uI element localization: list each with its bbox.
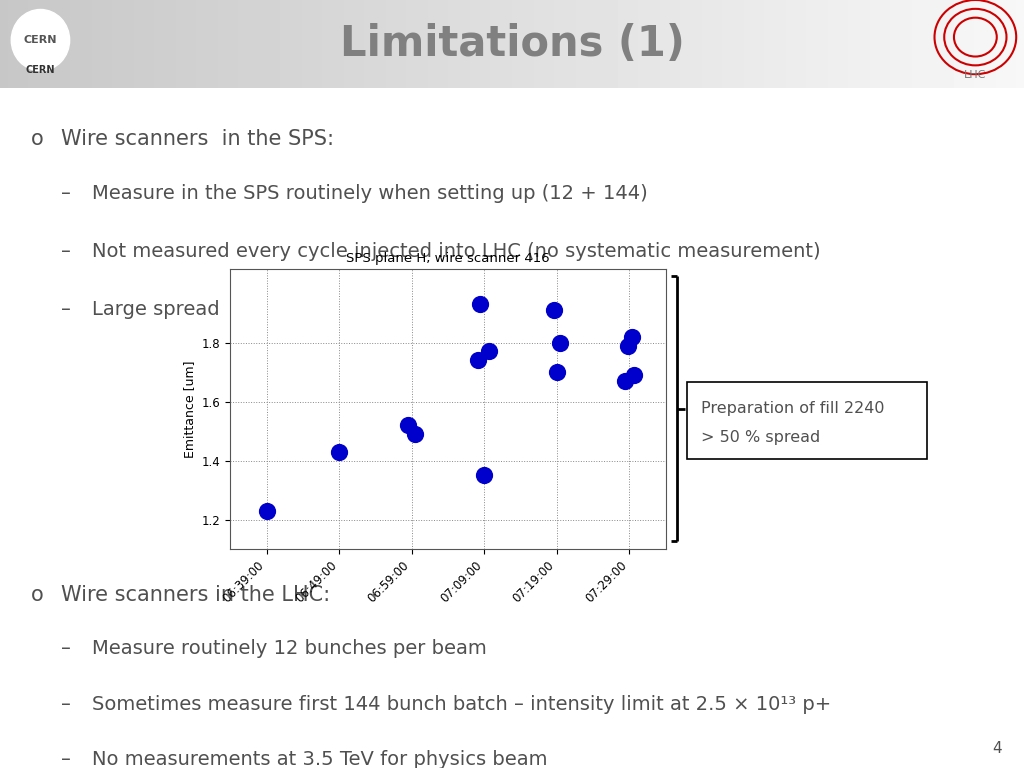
Point — [624, 330, 640, 343]
Text: > 50 % spread: > 50 % spread — [701, 430, 820, 445]
Text: –: – — [61, 184, 72, 204]
Text: Large spread: Large spread — [92, 300, 220, 319]
Text: Measure routinely 12 bunches per beam: Measure routinely 12 bunches per beam — [92, 640, 486, 658]
Point — [331, 445, 347, 458]
Text: Wire scanners in the LHC:: Wire scanners in the LHC: — [61, 585, 331, 605]
Text: Wire scanners  in the SPS:: Wire scanners in the SPS: — [61, 129, 335, 149]
Text: –: – — [61, 695, 72, 713]
Text: Preparation of fill 2240: Preparation of fill 2240 — [701, 402, 885, 416]
Text: Measure in the SPS routinely when setting up (12 + 144): Measure in the SPS routinely when settin… — [92, 184, 648, 204]
FancyBboxPatch shape — [687, 382, 928, 459]
Circle shape — [11, 9, 70, 71]
Title: SPS plane H, wire scanner 416: SPS plane H, wire scanner 416 — [346, 252, 550, 265]
Point — [472, 298, 488, 310]
Point — [408, 428, 424, 440]
Text: o: o — [31, 129, 43, 149]
Text: Sometimes measure first 144 bunch batch – intensity limit at 2.5 × 10¹³ p+: Sometimes measure first 144 bunch batch … — [92, 695, 831, 713]
Point — [476, 469, 493, 482]
Point — [470, 354, 486, 366]
Text: –: – — [61, 640, 72, 658]
Text: 4: 4 — [992, 741, 1001, 756]
Text: No measurements at 3.5 TeV for physics beam: No measurements at 3.5 TeV for physics b… — [92, 750, 548, 768]
Text: Not measured every cycle injected into LHC (no systematic measurement): Not measured every cycle injected into L… — [92, 242, 821, 261]
Point — [616, 375, 633, 387]
Point — [400, 419, 417, 432]
Text: CERN: CERN — [24, 35, 57, 45]
Y-axis label: Emittance [um]: Emittance [um] — [183, 360, 197, 458]
Text: –: – — [61, 300, 72, 319]
Point — [546, 304, 562, 316]
Text: –: – — [61, 242, 72, 261]
Text: LHC: LHC — [965, 70, 986, 80]
Point — [626, 369, 642, 381]
Text: CERN: CERN — [26, 65, 55, 75]
Point — [552, 336, 568, 349]
Point — [620, 339, 636, 352]
Point — [549, 366, 565, 378]
Text: –: – — [61, 750, 72, 768]
Text: Limitations (1): Limitations (1) — [340, 23, 684, 65]
Point — [480, 346, 497, 358]
Text: o: o — [31, 585, 43, 605]
Point — [258, 505, 274, 517]
